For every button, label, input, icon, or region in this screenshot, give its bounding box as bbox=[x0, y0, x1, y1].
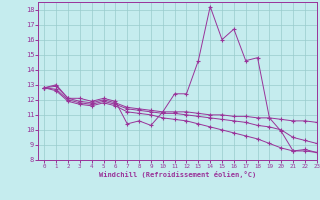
X-axis label: Windchill (Refroidissement éolien,°C): Windchill (Refroidissement éolien,°C) bbox=[99, 171, 256, 178]
